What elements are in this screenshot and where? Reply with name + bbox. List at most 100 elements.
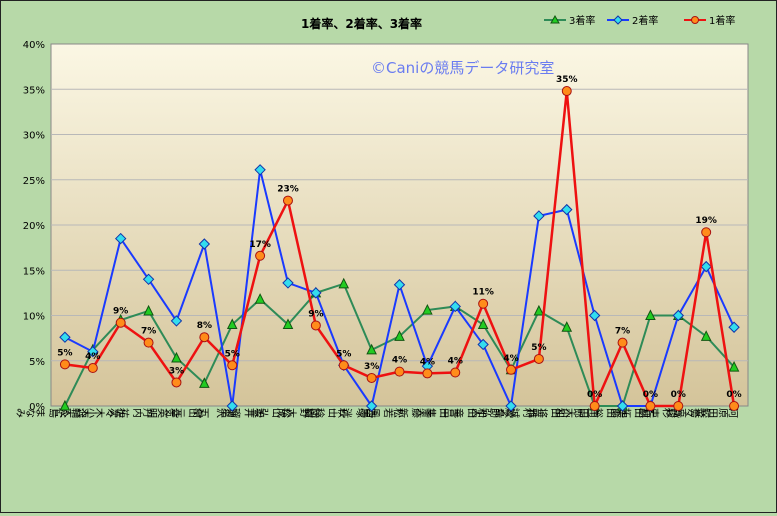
data-point: [365, 400, 378, 412]
chart-title: 1着率、2着率、3着率: [301, 16, 422, 31]
data-point: [226, 318, 238, 330]
x-category-label: 秋山 稔樹: [304, 406, 349, 418]
data-point: [310, 287, 322, 299]
x-category-label: 佐々木 大輔: [71, 406, 125, 418]
data-point: [729, 401, 740, 411]
y-tick-label: 30%: [23, 131, 45, 142]
data-point: [59, 399, 71, 411]
data-point: [672, 309, 685, 322]
data-point: [478, 298, 489, 309]
y-tick-label: 10%: [23, 312, 45, 323]
data-point: [282, 277, 294, 289]
legend: 3着率 2着率 1着率: [544, 14, 735, 27]
data-label: 0%: [671, 390, 686, 400]
data-label: 23%: [277, 185, 299, 195]
data-point: [728, 360, 740, 372]
data-point: [506, 364, 517, 375]
x-category-label: 斎藤 新: [397, 406, 432, 418]
data-point: [645, 309, 656, 320]
data-point: [171, 377, 182, 388]
data-label: 7%: [615, 327, 630, 337]
data-point: [505, 400, 517, 412]
data-point: [87, 362, 98, 373]
data-point: [142, 273, 155, 286]
x-category-label: 幸 英明: [146, 406, 180, 418]
data-point: [700, 260, 712, 273]
data-label: 5%: [336, 349, 351, 359]
data-point: [561, 86, 572, 97]
data-point: [143, 337, 154, 348]
data-point: [394, 366, 405, 377]
data-point: [310, 320, 321, 331]
x-category-label: 松山 弘平: [248, 406, 293, 418]
legend-marker: [613, 15, 623, 25]
data-point: [394, 330, 405, 341]
legend-label: 2着率: [632, 14, 658, 27]
data-point: [645, 401, 656, 411]
x-category-label: 角田 大和: [555, 406, 599, 418]
data-point: [226, 400, 238, 412]
data-point: [255, 250, 266, 261]
data-label: 4%: [392, 356, 407, 366]
y-tick-label: 15%: [23, 266, 45, 277]
data-point: [282, 195, 293, 206]
y-tick-label: 35%: [23, 85, 45, 96]
data-label: 9%: [113, 307, 128, 317]
legend-marker: [550, 14, 560, 24]
data-point: [450, 367, 461, 378]
data-point: [282, 318, 294, 330]
data-point: [533, 304, 545, 316]
data-point: [198, 238, 211, 250]
data-point: [115, 317, 126, 328]
data-label: 5%: [57, 348, 72, 358]
data-label: 19%: [695, 216, 717, 226]
data-label: 17%: [249, 240, 271, 250]
data-label: 4%: [503, 354, 518, 364]
data-point: [254, 293, 266, 304]
data-point: [561, 203, 573, 216]
y-axis-ticks: 0% 5% 10% 15% 20% 25% 30% 35% 40%: [23, 40, 45, 413]
data-point: [533, 210, 545, 222]
x-category-label: 柴田 裕一郎: [573, 406, 628, 418]
data-point: [617, 337, 628, 348]
x-category-label: 鮫島 弘人: [472, 406, 516, 418]
data-point: [589, 401, 600, 411]
y-tick-label: 0%: [29, 402, 45, 413]
data-point: [366, 372, 377, 383]
data-point: [338, 360, 349, 371]
data-labels: 5% 4% 9% 7% 3% 8% 5% 17% 23% 9% 5% 3% 4% 4% 4% 11% 4% 5% 3…: [57, 75, 741, 400]
series-lines: [59, 86, 740, 412]
x-category-label: 丹内 祐次: [109, 406, 153, 418]
data-label: 35%: [556, 75, 578, 85]
data-label: 3%: [169, 366, 184, 376]
data-label: 0%: [643, 390, 658, 400]
data-point: [338, 277, 350, 289]
data-label: 0%: [587, 390, 602, 400]
x-category-label: 吉田 隼人: [416, 406, 459, 418]
x-category-label: 河原田 菜々: [685, 406, 738, 418]
data-point: [87, 345, 99, 358]
data-point: [227, 360, 238, 371]
data-point: [477, 318, 489, 330]
data-point: [700, 330, 712, 341]
data-point: [199, 332, 210, 343]
data-label: 4%: [420, 357, 435, 367]
data-point: [422, 303, 433, 315]
data-point: [701, 227, 712, 238]
legend-label: 1着率: [709, 14, 735, 27]
data-point: [616, 400, 629, 412]
legend-marker: [691, 16, 699, 24]
y-tick-label: 40%: [23, 40, 45, 51]
data-label: 9%: [308, 309, 323, 319]
legend-label: 3着率: [569, 14, 595, 27]
y-tick-label: 5%: [29, 357, 45, 368]
data-label: 0%: [726, 390, 741, 400]
data-point: [422, 368, 433, 379]
x-category-label: 菊沢 一樹: [192, 406, 236, 418]
data-label: 5%: [225, 349, 240, 359]
x-category-label: 和田 竜二: [444, 406, 487, 418]
data-label: 5%: [531, 343, 546, 353]
